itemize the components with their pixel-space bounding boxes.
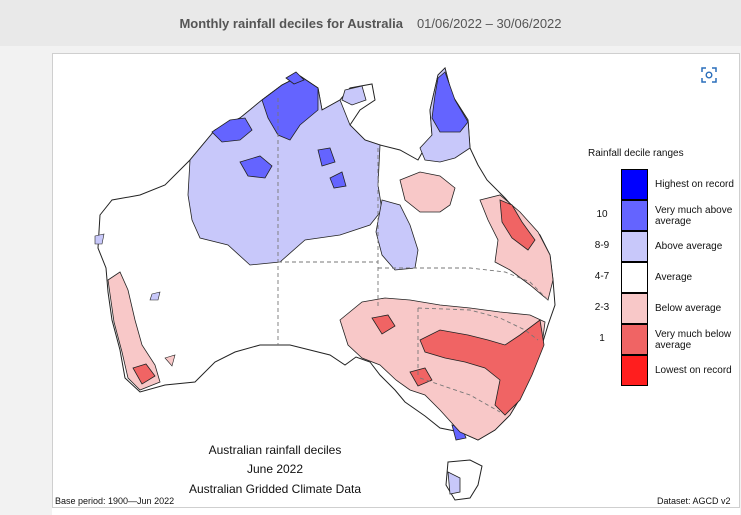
legend-swatch [621, 231, 648, 262]
caption-line-3: Australian Gridded Climate Data [188, 482, 362, 496]
legend-label: Above average [655, 241, 723, 252]
region-very-much-above-arnhem [285, 71, 305, 85]
region-very-much-above-cape [431, 71, 469, 133]
region-below-average-qld [399, 171, 456, 213]
region-very-much-below-vic [409, 367, 433, 387]
caption-line-1: Australian rainfall deciles [208, 443, 342, 457]
legend-label: Average [655, 272, 693, 283]
legend-item: 8-9 Above average [0, 231, 741, 262]
legend-item: 4-7 Average [0, 262, 741, 293]
legend-swatch [621, 262, 648, 293]
legend-swatch [621, 200, 648, 231]
page-header: Monthly rainfall deciles for Australia 0… [0, 0, 741, 46]
scan-icon [701, 67, 717, 83]
region-very-much-above-kimberley [211, 117, 253, 143]
legend-swatch [621, 355, 648, 386]
region-very-much-above-central [317, 147, 336, 167]
region-below-average-wa-sw [107, 271, 161, 391]
scan-button[interactable] [698, 64, 720, 86]
base-period: Base period: 1900—Jun 2022 [55, 496, 175, 506]
legend-label: Lowest on record [655, 365, 732, 376]
legend-label: Very much below average [655, 328, 732, 351]
dataset-label: Dataset: AGCD v2 [657, 496, 731, 506]
region-below-average-south [339, 297, 546, 441]
legend-swatch [621, 169, 648, 200]
region-very-much-below-ne-coast [499, 199, 536, 251]
legend-title: Rainfall decile ranges [588, 148, 684, 159]
legend-label: Highest on record [655, 179, 734, 190]
region-very-much-above-vrd [239, 155, 273, 179]
legend-range: 10 [596, 209, 608, 220]
legend-label: Very much above average [655, 204, 733, 227]
island [149, 291, 161, 301]
region-above-average-gulf [341, 85, 367, 106]
legend-swatch [621, 293, 648, 324]
legend-label: Below average [655, 303, 722, 314]
region-below-average-east-coast [479, 194, 554, 301]
legend-item: 10 Very much above average [0, 200, 741, 231]
legend-range: 1 [599, 333, 605, 344]
caption-line-2: June 2022 [246, 462, 304, 476]
island [164, 354, 176, 367]
legend-item: 2-3 Below average [0, 293, 741, 324]
legend-range: 4-7 [594, 271, 610, 282]
island [94, 233, 105, 245]
region-very-much-below-se [419, 319, 545, 416]
legend-swatch [621, 324, 648, 355]
date-range: 01/06/2022 – 30/06/2022 [416, 15, 562, 31]
region-very-much-above-central2 [329, 171, 347, 189]
legend-item: Lowest on record [0, 355, 741, 386]
legend-item: Highest on record [0, 169, 741, 200]
tasmania-above [447, 471, 461, 495]
map-title: Monthly rainfall deciles for Australia [179, 15, 403, 31]
legend-range: 2-3 [594, 302, 610, 313]
region-very-much-below-sa [371, 314, 396, 335]
state-borders [277, 98, 549, 413]
bottom-strip [52, 508, 740, 515]
legend-range: 8-9 [594, 240, 610, 251]
region-very-much-below-wa [132, 363, 156, 385]
legend-item: 1 Very much below average [0, 324, 741, 355]
